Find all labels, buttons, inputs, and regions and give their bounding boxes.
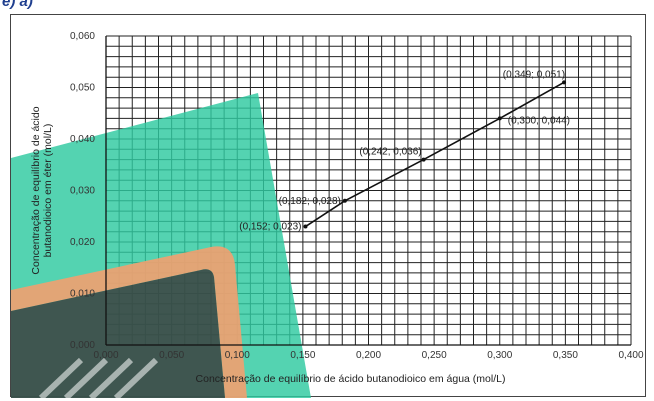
- corner-label: e) a): [2, 0, 33, 10]
- overlay-brush-strokes: [38, 357, 159, 398]
- labels-layer: (0,152; 0,023) (0,182; 0,028) (0,242; 0,03…: [239, 69, 570, 232]
- chart-svg: 0,000 0,050 0,100 0,150 0,200 0,250 0,300 0,350…: [11, 31, 644, 398]
- data-point: [342, 198, 347, 203]
- ticks-layer: 0,000 0,050 0,100 0,150 0,200 0,250 0,300 0,350…: [70, 31, 644, 361]
- data-label: (0,300; 0,044): [508, 115, 570, 126]
- data-label: (0,182; 0,028): [279, 196, 341, 207]
- data-point: [497, 116, 502, 121]
- y-axis-title-line1: Concentração de equilíbrio de ácido: [30, 106, 42, 274]
- y-tick-label: 0,000: [70, 340, 95, 351]
- data-label: (0,152; 0,023): [239, 222, 301, 233]
- series-layer: [303, 80, 567, 229]
- overlay-orange-band: [11, 246, 247, 398]
- chart-frame: 0,000 0,050 0,100 0,150 0,200 0,250 0,300 0,350…: [10, 14, 646, 398]
- x-axis-title: Concentração de equilíbrio de ácido buta…: [196, 373, 506, 385]
- y-tick-label: 0,050: [70, 83, 95, 94]
- data-label: (0,242; 0,036): [359, 147, 421, 158]
- y-tick-label: 0.010: [70, 289, 95, 300]
- x-tick-label: 0,250: [422, 350, 447, 361]
- x-tick-label: 0,350: [553, 350, 578, 361]
- data-label: (0,349; 0,051): [503, 69, 565, 80]
- data-point: [303, 224, 308, 229]
- overlay-dark-shape: [11, 269, 225, 398]
- y-tick-label: 0,030: [70, 186, 95, 197]
- x-tick-label: 0,300: [487, 350, 512, 361]
- y-axis-title-line2: butanodioico em éter (mol/L): [42, 124, 54, 258]
- x-tick-label: 0,000: [93, 350, 118, 361]
- x-tick-label: 0,050: [159, 350, 184, 361]
- axes-layer: [105, 36, 631, 346]
- watermark-overlay: [11, 93, 311, 398]
- x-tick-label: 0,400: [618, 350, 643, 361]
- data-point: [421, 157, 426, 162]
- x-tick-label: 0,200: [356, 350, 381, 361]
- data-point: [562, 80, 567, 85]
- x-tick-label: 0,100: [225, 350, 250, 361]
- x-tick-label: 0,150: [290, 350, 315, 361]
- y-tick-label: 0,020: [70, 237, 95, 248]
- y-tick-label: 0,060: [70, 31, 95, 42]
- y-tick-label: 0,040: [70, 134, 95, 145]
- series-line: [305, 81, 565, 228]
